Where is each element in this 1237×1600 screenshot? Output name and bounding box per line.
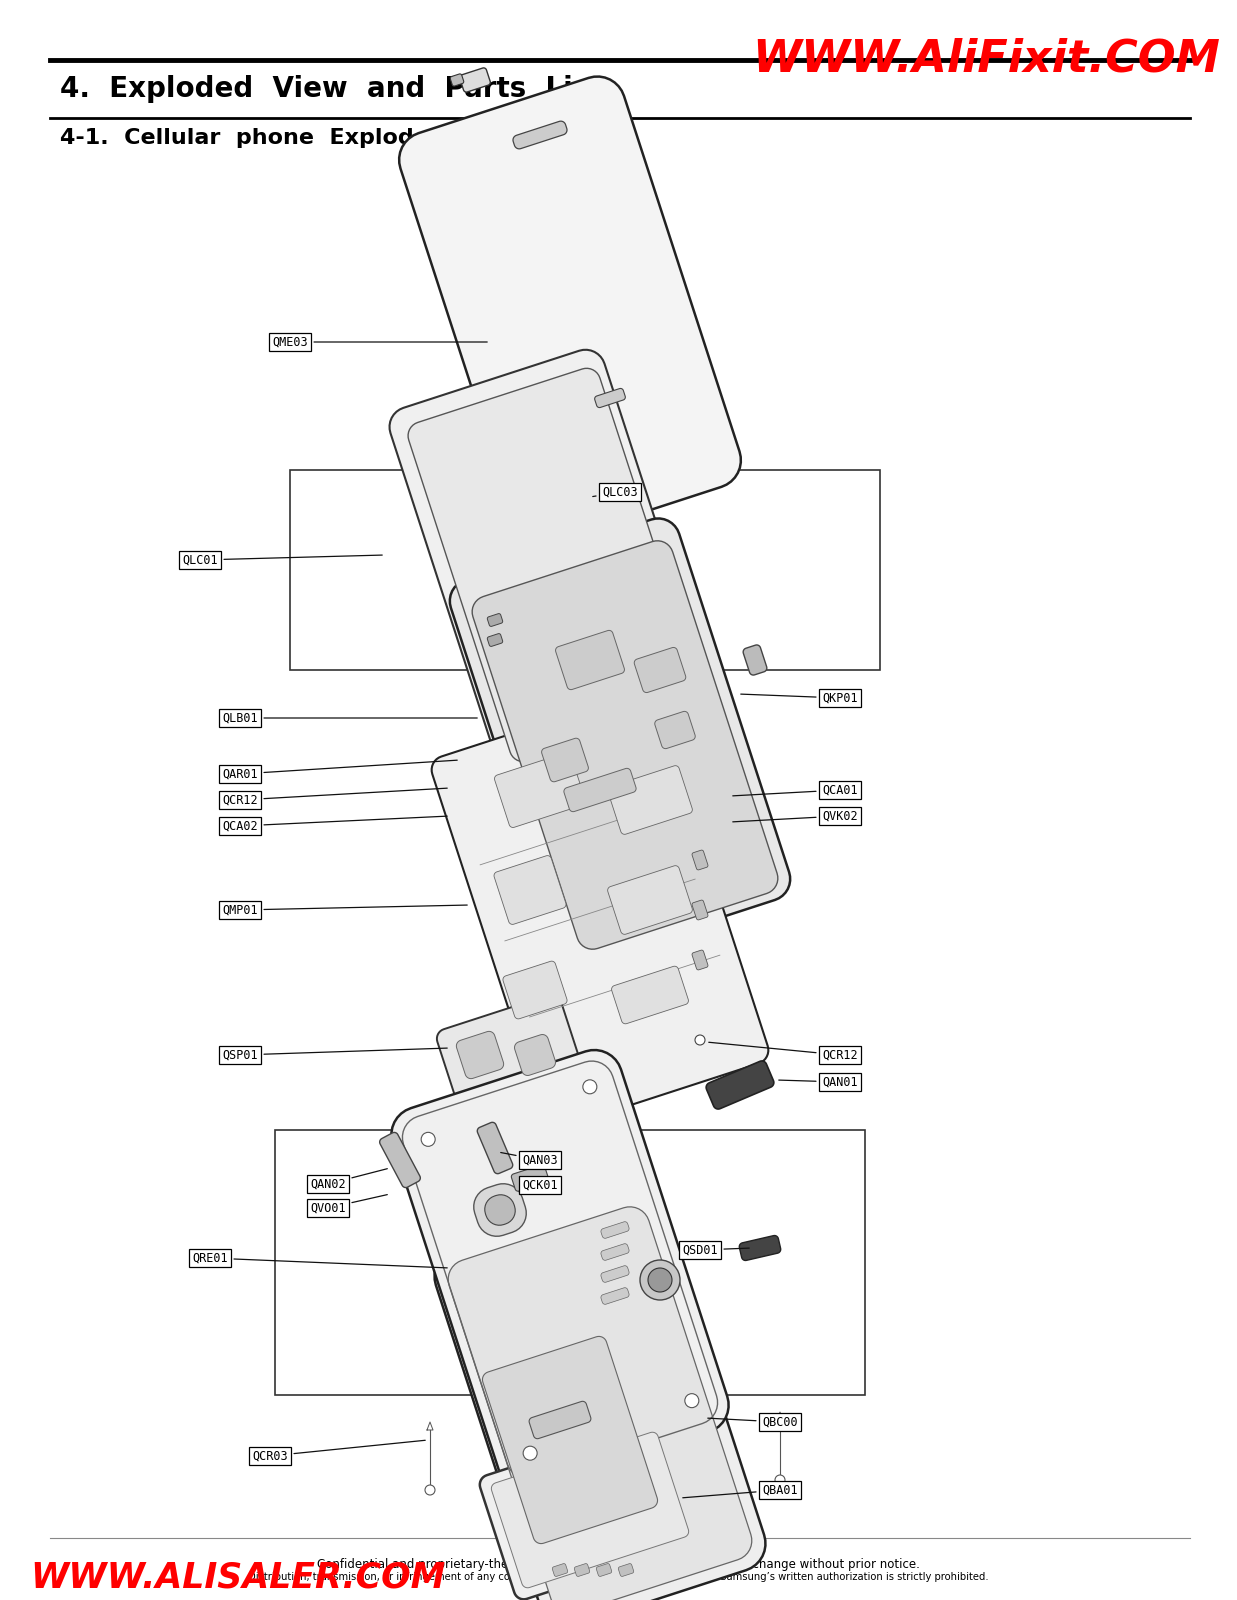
Circle shape <box>605 1494 615 1506</box>
Circle shape <box>523 1446 537 1461</box>
Text: QMP01: QMP01 <box>223 904 468 917</box>
Polygon shape <box>574 1563 590 1576</box>
Text: QKP01: QKP01 <box>741 691 857 704</box>
Polygon shape <box>487 634 502 646</box>
Text: QBC00: QBC00 <box>708 1416 798 1429</box>
Text: QAN02: QAN02 <box>310 1168 387 1190</box>
Polygon shape <box>390 350 710 770</box>
Polygon shape <box>601 1222 630 1238</box>
Text: QLC01: QLC01 <box>182 554 382 566</box>
Polygon shape <box>654 712 695 749</box>
Circle shape <box>421 1133 435 1146</box>
Polygon shape <box>480 1421 700 1600</box>
Text: Confidential and proprietary-the contents in this service guide subject to chang: Confidential and proprietary-the content… <box>317 1558 919 1571</box>
Text: QSD01: QSD01 <box>682 1243 750 1256</box>
Polygon shape <box>601 1266 630 1282</box>
Polygon shape <box>437 995 583 1115</box>
Polygon shape <box>434 1194 766 1600</box>
Polygon shape <box>607 866 693 934</box>
Polygon shape <box>611 966 689 1024</box>
Polygon shape <box>515 1035 555 1075</box>
Text: QAR01: QAR01 <box>223 760 458 781</box>
Polygon shape <box>601 1288 630 1304</box>
Text: QLC03: QLC03 <box>593 485 638 499</box>
Text: QCR12: QCR12 <box>709 1042 857 1061</box>
Polygon shape <box>391 1050 729 1490</box>
Text: QRE01: QRE01 <box>192 1251 448 1267</box>
Polygon shape <box>511 1165 549 1190</box>
Circle shape <box>685 1394 699 1408</box>
Polygon shape <box>555 630 625 690</box>
Polygon shape <box>495 752 585 827</box>
Text: QSP01: QSP01 <box>223 1048 448 1061</box>
Bar <box>275 1130 865 1395</box>
Text: QCA02: QCA02 <box>223 816 448 832</box>
Polygon shape <box>503 962 567 1019</box>
Text: QCK01: QCK01 <box>522 1179 558 1192</box>
Circle shape <box>426 1485 435 1494</box>
Polygon shape <box>596 1563 611 1576</box>
Text: QVO01: QVO01 <box>310 1195 387 1214</box>
Text: 4-1.  Cellular  phone  Exploded  View: 4-1. Cellular phone Exploded View <box>61 128 521 149</box>
Polygon shape <box>400 77 741 544</box>
Polygon shape <box>448 1206 752 1600</box>
Polygon shape <box>743 645 767 675</box>
Polygon shape <box>450 74 464 86</box>
Polygon shape <box>491 1432 689 1587</box>
Text: QAN03: QAN03 <box>501 1152 558 1166</box>
Polygon shape <box>432 691 768 1128</box>
Polygon shape <box>607 766 693 834</box>
Circle shape <box>640 1261 680 1299</box>
Polygon shape <box>487 614 502 626</box>
Polygon shape <box>601 1243 630 1261</box>
Text: WWW.ALISALER.COM: WWW.ALISALER.COM <box>30 1562 445 1595</box>
Text: Distribution, transmission, or infringement of any content or data from this doc: Distribution, transmission, or infringem… <box>247 1571 988 1582</box>
Polygon shape <box>691 850 708 870</box>
Circle shape <box>648 1267 672 1293</box>
Polygon shape <box>564 768 636 811</box>
Circle shape <box>515 1506 524 1515</box>
Text: QBA01: QBA01 <box>683 1483 798 1498</box>
Polygon shape <box>450 518 790 962</box>
Polygon shape <box>485 1195 516 1226</box>
Polygon shape <box>460 67 490 93</box>
Polygon shape <box>408 368 701 762</box>
Polygon shape <box>380 1133 421 1187</box>
Polygon shape <box>473 541 778 949</box>
Text: QCR03: QCR03 <box>252 1440 426 1462</box>
Polygon shape <box>553 1563 568 1576</box>
Circle shape <box>776 1475 785 1485</box>
Polygon shape <box>474 1184 526 1237</box>
Circle shape <box>695 1490 705 1501</box>
Text: 4.  Exploded  View  and  Parts  List: 4. Exploded View and Parts List <box>61 75 602 102</box>
Polygon shape <box>595 389 626 408</box>
Polygon shape <box>618 1563 633 1576</box>
Text: QVK02: QVK02 <box>732 810 857 822</box>
Polygon shape <box>740 1235 781 1261</box>
Text: QCR12: QCR12 <box>223 789 448 806</box>
Text: WWW.AliFixit.COM: WWW.AliFixit.COM <box>752 38 1220 82</box>
Polygon shape <box>477 1122 512 1174</box>
Polygon shape <box>529 1402 591 1438</box>
Text: QCA01: QCA01 <box>732 784 857 797</box>
Polygon shape <box>635 648 685 693</box>
Circle shape <box>695 1035 705 1045</box>
Polygon shape <box>691 901 708 920</box>
Polygon shape <box>482 1336 658 1544</box>
Polygon shape <box>706 1061 774 1109</box>
Polygon shape <box>691 950 708 970</box>
Polygon shape <box>513 122 567 149</box>
Polygon shape <box>494 856 567 925</box>
Text: QLB01: QLB01 <box>223 712 477 725</box>
Bar <box>289 470 880 670</box>
Polygon shape <box>569 477 611 499</box>
Circle shape <box>583 1080 596 1094</box>
Text: QME03: QME03 <box>272 336 487 349</box>
Text: QAN01: QAN01 <box>779 1075 857 1088</box>
Polygon shape <box>456 1032 503 1078</box>
Polygon shape <box>542 738 589 782</box>
Text: 4-1: 4-1 <box>607 1549 630 1562</box>
